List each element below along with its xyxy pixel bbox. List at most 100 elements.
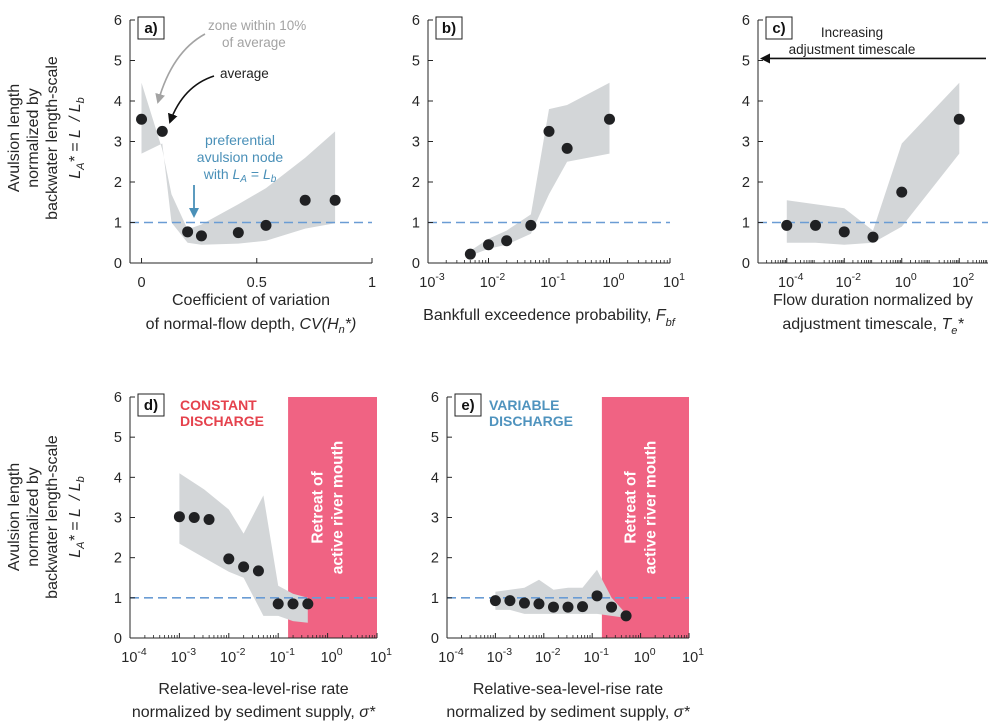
- x-tick-label: 0.5: [247, 275, 267, 291]
- data-point: [953, 113, 965, 125]
- y-tick-label: 0: [114, 256, 122, 272]
- zone-label-line2: of average: [222, 35, 286, 50]
- y-tick-label: 3: [114, 511, 122, 527]
- x-tick-label: 100: [603, 271, 625, 291]
- x-tick-label: 10-4: [121, 646, 147, 666]
- y-tick-label: 6: [412, 13, 420, 29]
- data-point: [533, 598, 545, 610]
- data-point: [173, 511, 185, 523]
- retreat-label-line2: active river mouth: [330, 441, 347, 575]
- x-tick-label: 10-3: [487, 646, 513, 666]
- x-axis-label-line2: adjustment timescale, Te*: [782, 316, 964, 337]
- y-tick-label: 5: [431, 430, 439, 446]
- data-point: [867, 231, 879, 243]
- constant-line2: DISCHARGE: [180, 413, 264, 429]
- panel-label-box: [765, 16, 793, 40]
- x-axis-label-line2: of normal-flow depth, CV(Hn*): [146, 316, 357, 336]
- data-point: [547, 601, 559, 613]
- panel-label: a): [144, 20, 157, 37]
- data-point: [525, 219, 537, 231]
- discharge-tags: CONSTANT DISCHARGE VARIABLE DISCHARGE: [180, 397, 573, 429]
- y-tick-label: 2: [742, 175, 750, 191]
- y-tick-label: 5: [114, 54, 122, 70]
- panel-label-box: [435, 16, 463, 40]
- y-tick-label: 6: [114, 390, 122, 406]
- panel-label-box: [137, 16, 165, 40]
- x-tick-label: 102: [952, 271, 974, 291]
- average-label: average: [220, 66, 269, 81]
- ylabel-formula: LA* = L/ Lb: [67, 476, 87, 558]
- y-tick-label: 2: [412, 175, 420, 191]
- x-tick-label: 100: [895, 271, 917, 291]
- data-point: [238, 561, 250, 573]
- data-point: [195, 230, 207, 242]
- data-point: [501, 235, 513, 247]
- y-tick-label: 5: [742, 54, 750, 70]
- y-axis-label-top: Avulsion length normalized by backwater …: [6, 56, 87, 220]
- panel-a: 0 1 2 3 4 5 6 0 0.5 1 a) Coefficient of variation of…: [114, 13, 376, 336]
- x-axis-label-line1: Coefficient of variation: [172, 292, 330, 309]
- x-tick-label: 10-2: [836, 271, 862, 291]
- data-point: [299, 194, 311, 206]
- data-point: [302, 598, 314, 610]
- data-point: [136, 113, 148, 125]
- increasing-line2: adjustment timescale: [789, 42, 916, 57]
- data-point: [561, 142, 573, 154]
- data-point: [896, 186, 908, 198]
- data-point: [620, 610, 632, 622]
- data-point: [232, 227, 244, 239]
- panel-label: c): [772, 20, 785, 37]
- y-tick-label: 4: [114, 94, 122, 110]
- x-tick-label: 101: [663, 271, 685, 291]
- retreat-label-line1: Retreat of: [622, 470, 639, 543]
- data-point: [591, 590, 603, 602]
- x-tick-label: 101: [370, 646, 392, 666]
- y-tick-label: 0: [114, 631, 122, 647]
- zone-label-line1: zone within 10%: [208, 18, 306, 33]
- increasing-line1: Increasing: [821, 25, 883, 40]
- uncertainty-band: [786, 82, 960, 245]
- y-tick-label: 0: [431, 631, 439, 647]
- x-tick-label: 1: [368, 275, 376, 291]
- ylabel-line1: Avulsion length: [6, 84, 23, 192]
- annotations-c: Increasing adjustment timescale: [789, 25, 916, 57]
- x-axis-label-line1: Relative-sea-level-rise rate: [473, 681, 663, 698]
- y-tick-label: 3: [114, 135, 122, 151]
- panel-label: e): [461, 397, 474, 414]
- variable-line1: VARIABLE: [489, 397, 560, 413]
- x-tick-label: 10-1: [583, 646, 609, 666]
- x-tick-label: 0: [137, 275, 145, 291]
- data-point: [504, 595, 516, 607]
- y-tick-label: 1: [742, 216, 750, 232]
- y-tick-label: 5: [412, 54, 420, 70]
- x-tick-label: 101: [682, 646, 704, 666]
- panel-label: d): [144, 397, 158, 414]
- retreat-label-line2: active river mouth: [642, 441, 659, 575]
- data-point: [838, 226, 850, 238]
- y-tick-label: 4: [412, 94, 420, 110]
- data-point: [203, 514, 215, 526]
- x-tick-label: 10-4: [438, 646, 464, 666]
- data-point: [810, 219, 821, 231]
- x-tick-label: 10-1: [269, 646, 295, 666]
- x-tick-label: 10-4: [778, 271, 804, 291]
- y-tick-label: 4: [742, 94, 750, 110]
- panel-e: Retreat of active river mouth 0 1 2 3 4 5 6 10-4 1…: [431, 390, 704, 721]
- y-axis-label-bottom: Avulsion length normalized by backwater …: [6, 435, 87, 599]
- data-point: [156, 125, 168, 137]
- y-tick-label: 3: [742, 135, 750, 151]
- x-tick-label: 10-2: [535, 646, 561, 666]
- y-tick-label: 1: [412, 216, 420, 232]
- panel-label: b): [442, 20, 456, 37]
- y-tick-label: 4: [431, 470, 439, 486]
- x-tick-label: 10-3: [419, 271, 445, 291]
- data-point: [260, 219, 272, 231]
- variable-line2: DISCHARGE: [489, 413, 573, 429]
- data-point: [287, 598, 299, 610]
- data-point: [518, 597, 530, 609]
- uncertainty-band: [141, 82, 336, 245]
- data-point: [483, 239, 494, 251]
- preferential-line1: preferential: [205, 132, 275, 148]
- uncertainty-band: [470, 82, 610, 256]
